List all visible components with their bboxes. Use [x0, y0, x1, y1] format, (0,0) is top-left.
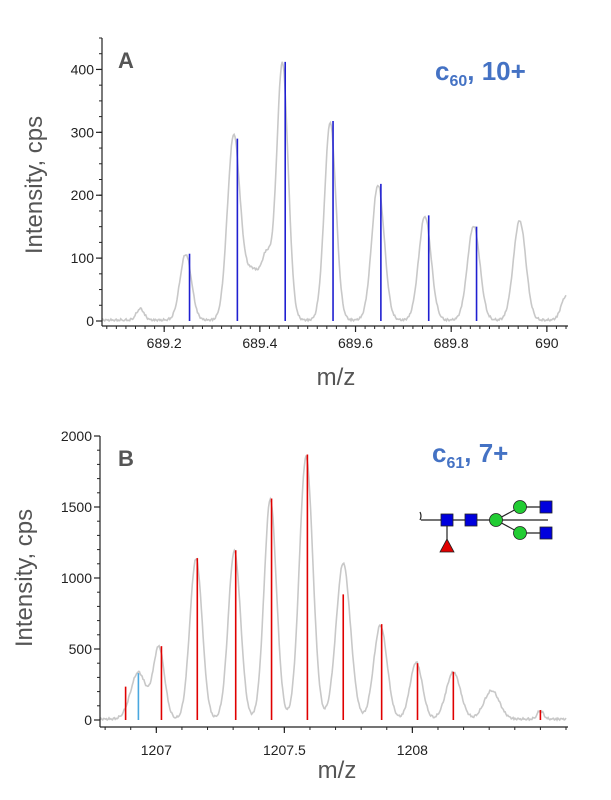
glcnac-square-icon: [440, 513, 454, 527]
glcnac-square-icon: [539, 526, 553, 540]
panel-b-ion-sub: 61: [446, 455, 464, 472]
panel-b-y-tick-label: 2000: [61, 428, 92, 444]
glycan-attachment: [419, 511, 422, 521]
panel-a-ion-base: c: [435, 56, 449, 86]
panel-a-y-axis-title: Intensity, cps: [21, 116, 48, 254]
panel-a-y-tick-label: 200: [71, 187, 95, 203]
panel-a-y-tick-label: 100: [71, 250, 95, 266]
mannose-circle-icon: [489, 513, 503, 527]
panel-a-x-tick-label: 689.8: [434, 335, 469, 351]
panel-a-letter: A: [118, 48, 134, 73]
panel-a-x-tick-label: 689.4: [242, 335, 277, 351]
panel-b-x-tick-label: 1207.5: [263, 742, 306, 758]
panel-b-y-axis-title: Intensity, cps: [11, 509, 38, 647]
panel-b-ion-base: c: [432, 438, 446, 468]
panel-a-y-tick-label: 0: [86, 313, 94, 329]
panel-a-y-tick-label: 300: [71, 124, 95, 140]
panel-b-y-tick-label: 1000: [61, 570, 92, 586]
panel-b-y-tick-label: 0: [84, 712, 92, 728]
panel-b-y-tick-label: 500: [69, 641, 93, 657]
panel-b-profile-trace: [99, 455, 567, 722]
mannose-circle-icon: [513, 526, 527, 540]
panel-a: A c60, 10+ m/z Intensity, cps 0 100 200 300…: [21, 37, 568, 391]
panel-b-x-axis-title: m/z: [318, 757, 357, 784]
panel-a-profile-trace: [101, 61, 567, 323]
panel-b-y-tick-label: 1500: [61, 499, 92, 515]
panel-a-x-tick-label: 690: [535, 335, 559, 351]
panel-b-x-tick-label: 1208: [397, 742, 428, 758]
panel-b-letter: B: [118, 446, 134, 471]
panel-a-x-axis-title: m/z: [317, 364, 356, 391]
panel-a-ion-label: c60, 10+: [435, 56, 526, 90]
panel-b-ion-label: c61, 7+: [432, 438, 508, 472]
glcnac-square-icon: [539, 500, 553, 514]
glycan-structure-icon: [419, 500, 553, 553]
panel-b: B c61, 7+ m/z Intensity, cps 0 500 1000 150…: [11, 428, 568, 784]
panel-a-ion-suffix: , 10+: [467, 56, 526, 86]
panel-b-ion-suffix: , 7+: [464, 438, 508, 468]
fucose-triangle-icon: [439, 538, 455, 553]
panel-a-x-tick-label: 689.2: [147, 335, 182, 351]
panel-b-x-tick-label: 1207: [141, 742, 172, 758]
panel-a-y-tick-label: 400: [71, 61, 95, 77]
glcnac-square-icon: [464, 513, 478, 527]
panel-a-x-tick-label: 689.6: [338, 335, 373, 351]
panel-a-ion-sub: 60: [449, 73, 467, 90]
mannose-circle-icon: [513, 500, 527, 514]
